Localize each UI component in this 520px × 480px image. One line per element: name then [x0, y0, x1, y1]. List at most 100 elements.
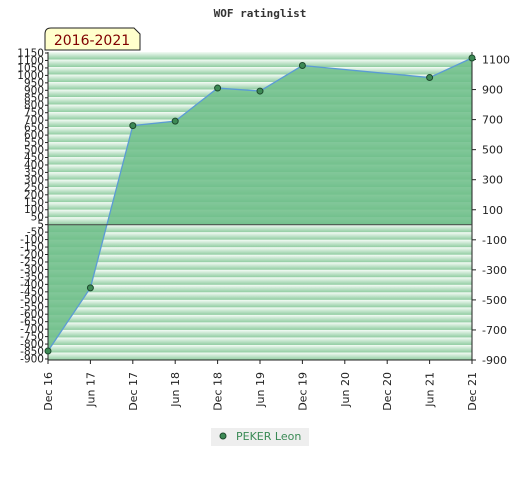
background-band	[48, 329, 472, 338]
legend: PEKER Leon	[211, 428, 309, 446]
background-band	[48, 82, 472, 90]
data-point	[298, 62, 306, 70]
background-band	[48, 352, 472, 360]
left-tick-label: -600	[20, 309, 44, 321]
right-axis-ticks: 1100 900 700 500 300 100 -100 -300 -500 -700 -900	[472, 54, 510, 367]
data-point	[86, 284, 94, 292]
chart-title: WOF ratinglist	[214, 7, 307, 20]
left-tick-label: 1150	[17, 48, 44, 60]
background-band	[48, 224, 472, 233]
left-tick-label: -100	[20, 234, 44, 246]
background-band	[48, 307, 472, 315]
left-tick-label: -900	[20, 354, 44, 366]
right-tick-label: -500	[482, 294, 507, 307]
background-band	[48, 314, 472, 323]
left-tick-label: 850	[24, 92, 44, 104]
left-tick-label: 5	[37, 219, 44, 231]
left-tick-label: -50	[27, 227, 44, 239]
background-band	[48, 277, 472, 285]
legend-label: PEKER Leon	[236, 430, 301, 443]
left-tick-label: -150	[20, 242, 44, 254]
x-tick-label: Dec 19	[296, 372, 309, 411]
left-tick-label: -400	[20, 279, 44, 291]
x-tick-label: Jun 21	[424, 372, 437, 408]
left-tick-label: -200	[20, 249, 44, 261]
legend-marker	[219, 432, 227, 440]
left-tick-label: 400	[24, 159, 44, 171]
left-tick-label: 1050	[17, 62, 44, 74]
left-tick-label: 550	[24, 137, 44, 149]
background-band	[48, 59, 472, 68]
background-band	[48, 269, 472, 278]
background-band	[48, 292, 472, 300]
x-tick-label: Jun 19	[254, 372, 267, 408]
left-tick-label: -500	[20, 294, 44, 306]
period-label: 2016-2021	[54, 33, 130, 49]
left-tick-label: 600	[24, 130, 44, 142]
x-tick-label: Dec 18	[212, 372, 225, 411]
right-tick-label: -700	[482, 324, 507, 337]
left-tick-label: 800	[24, 100, 44, 112]
period-badge: 2016-2021	[44, 27, 141, 51]
left-tick-label: 650	[24, 122, 44, 134]
right-tick-label: 500	[482, 144, 503, 157]
x-tick-label: Dec 17	[127, 372, 140, 411]
left-tick-label: 200	[24, 189, 44, 201]
x-axis-ticks: Dec 16 Jun 17 Dec 17 Jun 18 Dec 18 Jun 19 Dec …	[42, 360, 479, 411]
right-tick-label: 1100	[482, 54, 510, 67]
background-band	[48, 337, 472, 345]
background-band	[48, 52, 472, 60]
left-tick-label: 150	[24, 197, 44, 209]
left-tick-label: -800	[20, 339, 44, 351]
left-tick-label: 100	[24, 204, 44, 216]
left-tick-label: -650	[20, 316, 44, 328]
background-band	[48, 299, 472, 308]
data-point	[44, 347, 52, 355]
left-tick-label: 500	[24, 145, 44, 157]
left-tick-label: 1000	[17, 70, 44, 82]
area-fill	[48, 58, 472, 351]
left-tick-label: 900	[24, 85, 44, 97]
left-tick-label: 1100	[17, 55, 44, 67]
background-band	[48, 284, 472, 293]
data-point	[129, 122, 137, 130]
left-tick-label: -300	[20, 264, 44, 276]
background-band	[48, 67, 472, 75]
right-tick-label: -300	[482, 264, 507, 277]
left-tick-label: 350	[24, 167, 44, 179]
data-point	[426, 74, 434, 82]
left-tick-label: 700	[24, 115, 44, 127]
x-tick-label: Dec 21	[466, 372, 479, 411]
x-tick-label: Dec 16	[42, 372, 55, 411]
data-point	[171, 117, 179, 125]
left-tick-label: -450	[20, 286, 44, 298]
left-tick-label: 950	[24, 77, 44, 89]
data-point	[256, 87, 264, 95]
background-band	[48, 239, 472, 248]
background-band	[48, 232, 472, 240]
left-axis-ticks: 1150110010501000950900850800750700650600…	[17, 48, 48, 366]
left-tick-label: -700	[20, 324, 44, 336]
x-tick-label: Jun 20	[339, 372, 352, 408]
x-tick-label: Jun 17	[84, 372, 97, 408]
data-point	[214, 84, 222, 92]
background-band	[48, 254, 472, 263]
data-markers	[44, 54, 476, 355]
left-tick-label: 300	[24, 174, 44, 186]
left-tick-label: 50	[31, 212, 44, 224]
left-tick-label: -350	[20, 271, 44, 283]
left-tick-label: -250	[20, 256, 44, 268]
background-band	[48, 344, 472, 353]
left-tick-label: -550	[20, 301, 44, 313]
right-tick-label: -900	[482, 354, 507, 367]
background-band	[48, 247, 472, 255]
x-tick-label: Jun 18	[169, 372, 182, 408]
left-tick-label: -750	[20, 331, 44, 343]
background-band	[48, 262, 472, 270]
left-tick-label: 450	[24, 152, 44, 164]
right-tick-label: 900	[482, 84, 503, 97]
left-tick-label: 750	[24, 107, 44, 119]
background-band	[48, 74, 472, 83]
right-tick-label: 100	[482, 204, 503, 217]
